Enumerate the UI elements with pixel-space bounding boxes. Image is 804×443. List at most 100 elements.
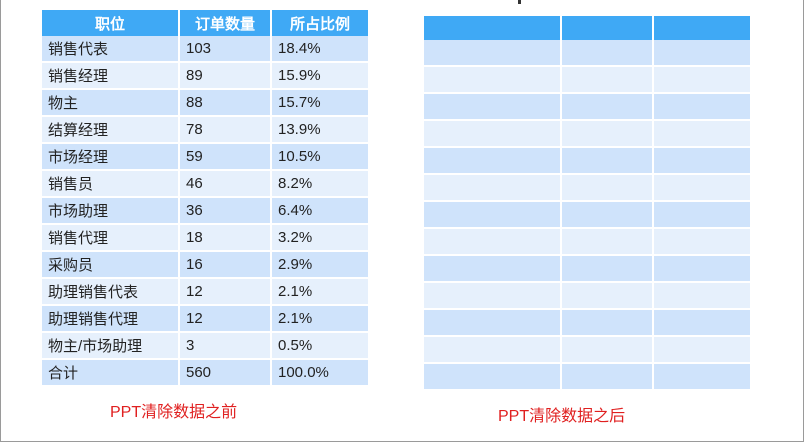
cell-position: 市场助理: [42, 197, 180, 225]
empty-cell: [424, 66, 562, 94]
empty-cell: [653, 40, 752, 67]
cell-position: 物主/市场助理: [42, 332, 180, 360]
cell-position: 结算经理: [42, 116, 180, 144]
table-header-row: [424, 16, 752, 40]
cell-percentage: 3.2%: [271, 224, 370, 252]
cell-position: 采购员: [42, 251, 180, 279]
empty-cell: [561, 363, 654, 391]
empty-cell: [653, 201, 752, 229]
cell-percentage: 2.1%: [271, 278, 370, 306]
cell-order-count: 59: [179, 143, 272, 171]
empty-cell: [653, 336, 752, 364]
header-position: 职位: [42, 10, 180, 36]
table-before-clear: 职位 订单数量 所占比例 销售代表 103 18.4% 销售经理 89 15.9% 物主 88…: [42, 10, 370, 387]
empty-cell: [424, 174, 562, 202]
header-cell: [424, 16, 562, 40]
cell-order-count: 12: [179, 305, 272, 333]
cell-position: 销售代理: [42, 224, 180, 252]
empty-table-row: [424, 282, 752, 310]
cell-position: 物主: [42, 89, 180, 117]
empty-cell: [561, 201, 654, 229]
empty-cell: [653, 255, 752, 283]
table-row: 结算经理 78 13.9%: [42, 116, 370, 144]
empty-table-row: [424, 228, 752, 256]
cell-position: 销售经理: [42, 62, 180, 90]
cell-position: 助理销售代理: [42, 305, 180, 333]
cell-order-count: 560: [179, 359, 272, 387]
table-row: 市场经理 59 10.5%: [42, 143, 370, 171]
empty-cell: [424, 255, 562, 283]
table-row: 助理销售代理 12 2.1%: [42, 305, 370, 333]
empty-table-row: [424, 40, 752, 67]
empty-cell: [561, 66, 654, 94]
table-row: 销售员 46 8.2%: [42, 170, 370, 198]
cell-order-count: 16: [179, 251, 272, 279]
empty-cell: [561, 336, 654, 364]
empty-cell: [653, 93, 752, 121]
caption-after: PPT清除数据之后: [498, 408, 626, 425]
empty-table-row: [424, 363, 752, 391]
cell-percentage: 8.2%: [271, 170, 370, 198]
empty-cell: [653, 363, 752, 391]
empty-table-row: [424, 309, 752, 337]
cell-order-count: 12: [179, 278, 272, 306]
table-row: 市场助理 36 6.4%: [42, 197, 370, 225]
empty-cell: [561, 120, 654, 148]
cell-percentage: 2.1%: [271, 305, 370, 333]
cell-percentage: 100.0%: [271, 359, 370, 387]
empty-cell: [561, 147, 654, 175]
cell-position: 助理销售代表: [42, 278, 180, 306]
table-row: 助理销售代表 12 2.1%: [42, 278, 370, 306]
cell-order-count: 89: [179, 62, 272, 90]
empty-table-row: [424, 66, 752, 94]
empty-cell: [424, 282, 562, 310]
empty-cell: [424, 147, 562, 175]
empty-cell: [561, 93, 654, 121]
cell-percentage: 10.5%: [271, 143, 370, 171]
cell-order-count: 36: [179, 197, 272, 225]
cell-order-count: 3: [179, 332, 272, 360]
empty-cell: [561, 255, 654, 283]
empty-table-row: [424, 336, 752, 364]
cell-percentage: 18.4%: [271, 36, 370, 63]
empty-cell: [424, 363, 562, 391]
header-order-count: 订单数量: [179, 10, 272, 36]
decorative-tick: [518, 0, 521, 4]
table-row: 采购员 16 2.9%: [42, 251, 370, 279]
empty-cell: [561, 40, 654, 67]
empty-table-row: [424, 174, 752, 202]
cell-order-count: 103: [179, 36, 272, 63]
empty-cell: [653, 66, 752, 94]
empty-table-row: [424, 93, 752, 121]
empty-cell: [653, 309, 752, 337]
table-header-row: 职位 订单数量 所占比例: [42, 10, 370, 36]
cell-order-count: 18: [179, 224, 272, 252]
cell-position: 市场经理: [42, 143, 180, 171]
empty-cell: [424, 93, 562, 121]
empty-cell: [424, 40, 562, 67]
cell-order-count: 46: [179, 170, 272, 198]
table-row: 销售代理 18 3.2%: [42, 224, 370, 252]
table-row: 销售代表 103 18.4%: [42, 36, 370, 63]
empty-cell: [424, 228, 562, 256]
header-percentage: 所占比例: [271, 10, 370, 36]
table-row: 物主 88 15.7%: [42, 89, 370, 117]
cell-percentage: 0.5%: [271, 332, 370, 360]
empty-cell: [561, 174, 654, 202]
cell-percentage: 15.7%: [271, 89, 370, 117]
empty-cell: [653, 228, 752, 256]
empty-cell: [424, 120, 562, 148]
cell-order-count: 88: [179, 89, 272, 117]
empty-cell: [561, 228, 654, 256]
cell-percentage: 2.9%: [271, 251, 370, 279]
header-cell: [561, 16, 654, 40]
table-row: 物主/市场助理 3 0.5%: [42, 332, 370, 360]
empty-cell: [561, 282, 654, 310]
cell-percentage: 15.9%: [271, 62, 370, 90]
cell-order-count: 78: [179, 116, 272, 144]
empty-cell: [653, 147, 752, 175]
cell-percentage: 6.4%: [271, 197, 370, 225]
table-row: 合计 560 100.0%: [42, 359, 370, 387]
empty-cell: [561, 309, 654, 337]
empty-cell: [424, 336, 562, 364]
